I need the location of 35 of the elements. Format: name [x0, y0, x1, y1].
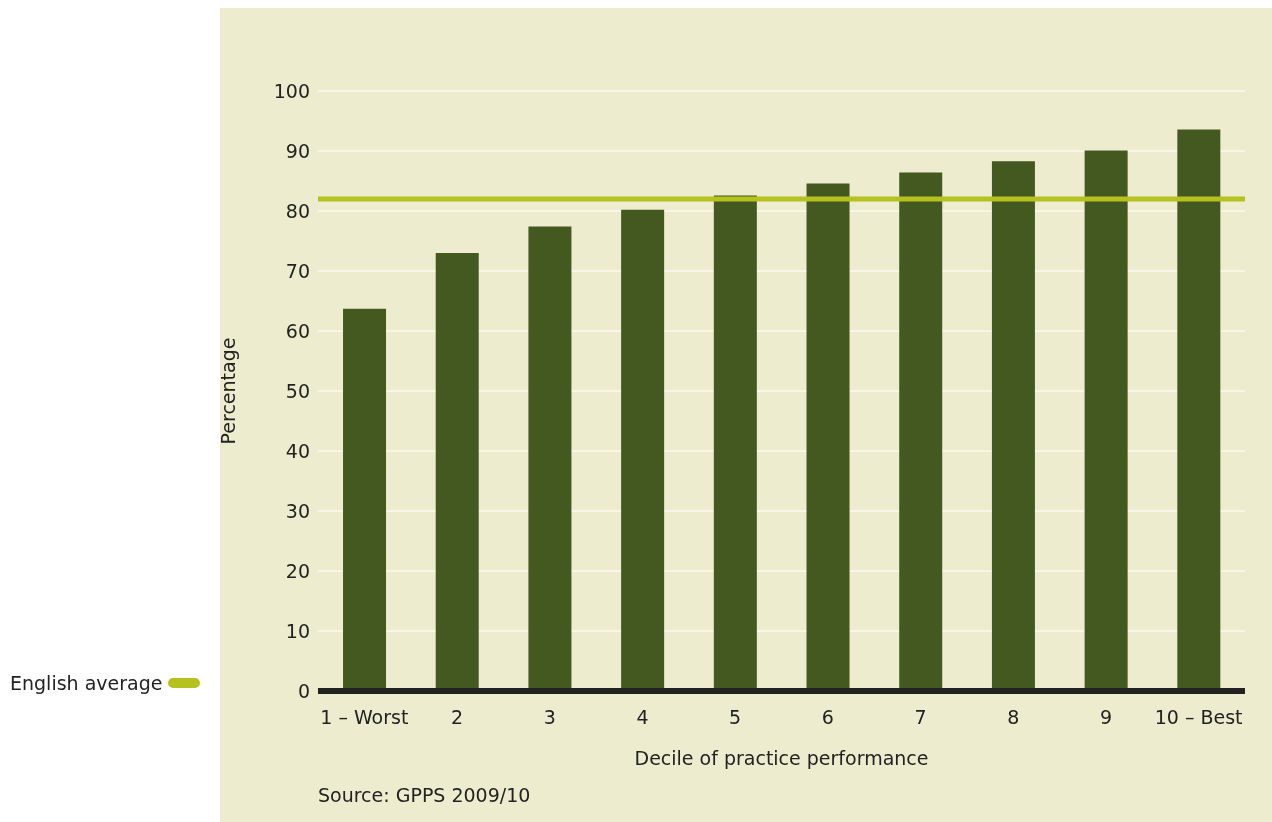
x-tick-label: 8 — [1007, 706, 1020, 729]
bar — [621, 209, 665, 691]
y-tick-label: 60 — [285, 319, 310, 342]
bar — [343, 308, 387, 691]
bar — [435, 253, 479, 691]
x-tick-label: 7 — [914, 706, 927, 729]
bar — [991, 161, 1035, 691]
y-tick-label: 10 — [285, 619, 310, 642]
bar — [1177, 129, 1221, 691]
bar — [713, 195, 757, 691]
x-tick-label: 3 — [543, 706, 556, 729]
y-tick-label: 30 — [285, 499, 310, 522]
x-tick-label: 1 – Worst — [320, 706, 409, 729]
bar — [528, 226, 572, 691]
x-tick-label: 6 — [821, 706, 834, 729]
x-tick-label: 5 — [729, 706, 742, 729]
x-tick-label: 2 — [451, 706, 464, 729]
y-tick-label: 0 — [297, 679, 310, 702]
y-tick-label: 100 — [273, 79, 310, 102]
legend-label: English average — [10, 672, 163, 694]
bar — [806, 183, 850, 691]
x-axis-title: Decile of practice performance — [634, 747, 929, 769]
source-note: Source: GPPS 2009/10 — [318, 784, 531, 806]
y-tick-label: 70 — [285, 259, 310, 282]
bar — [1084, 150, 1128, 691]
y-tick-label: 90 — [285, 139, 310, 162]
x-tick-label: 10 – Best — [1154, 706, 1243, 729]
x-tick-label: 4 — [636, 706, 649, 729]
y-tick-label: 40 — [285, 439, 310, 462]
y-tick-label: 20 — [285, 559, 310, 582]
y-tick-label: 80 — [285, 199, 310, 222]
y-axis-title: Percentage — [216, 337, 239, 445]
x-tick-label: 9 — [1099, 706, 1112, 729]
bar — [899, 172, 943, 691]
y-tick-label: 50 — [285, 379, 310, 402]
